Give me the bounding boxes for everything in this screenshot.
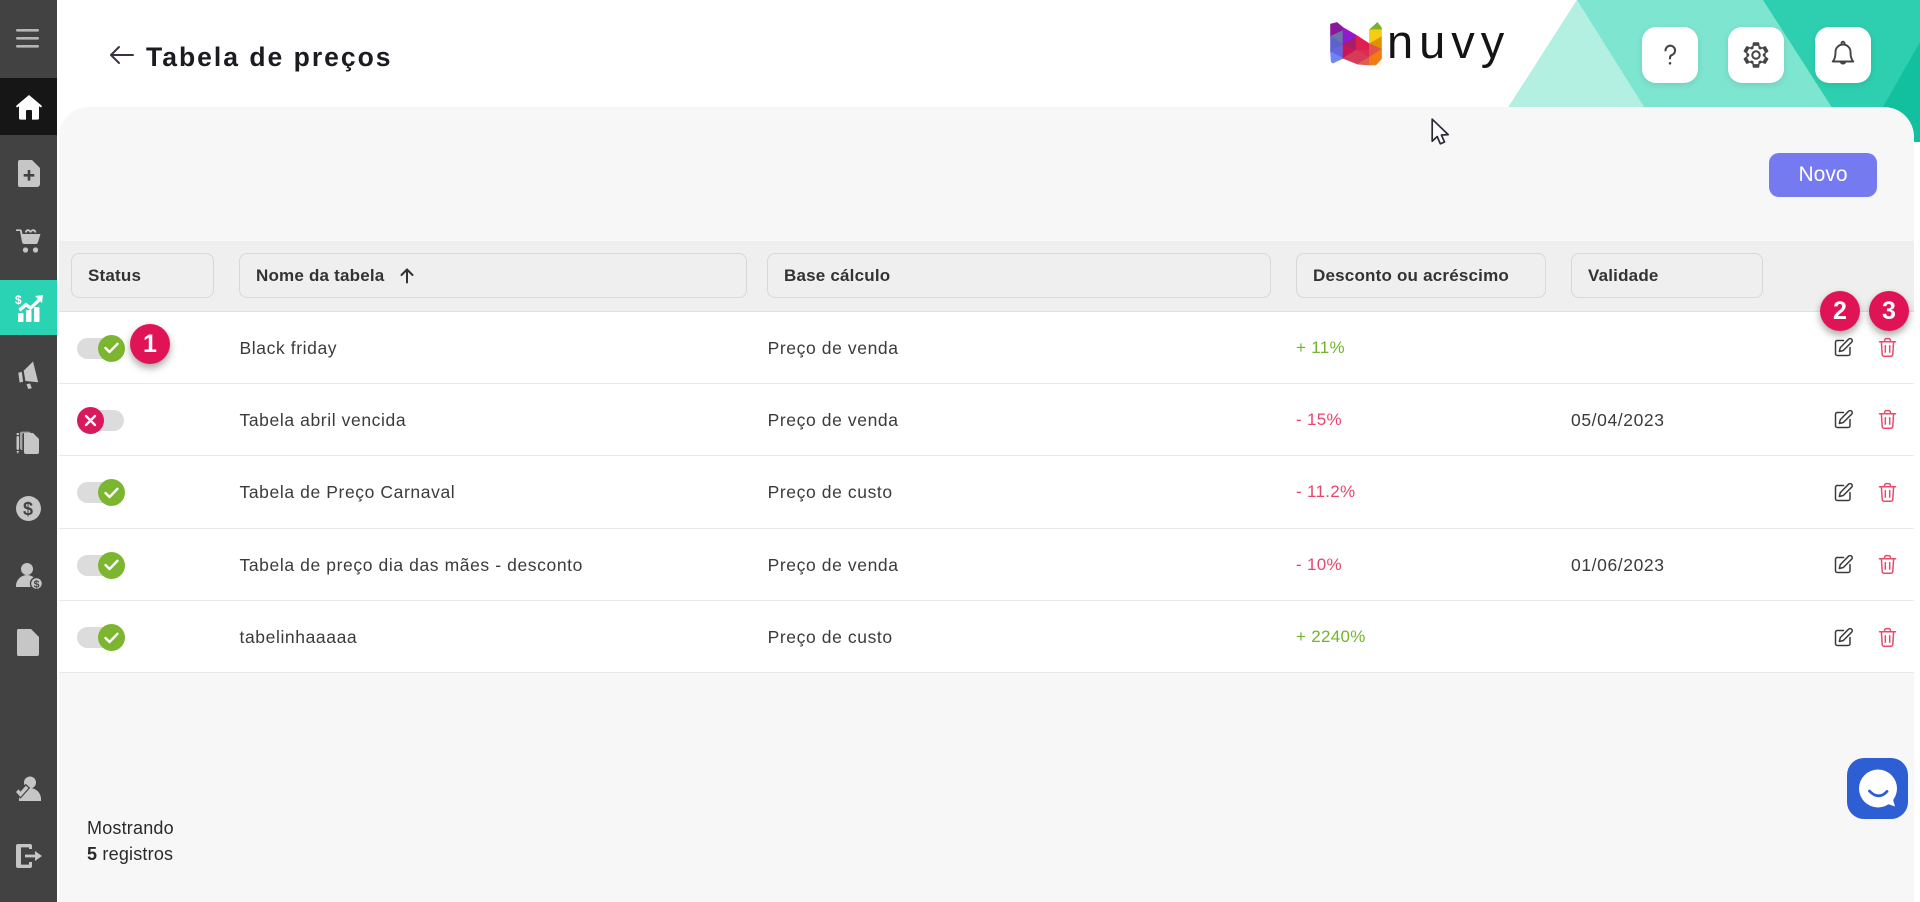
svg-text:$: $ <box>15 294 22 307</box>
svg-text:$: $ <box>23 499 33 519</box>
svg-text:nuvy: nuvy <box>1387 21 1510 68</box>
svg-text:$: $ <box>33 578 39 589</box>
